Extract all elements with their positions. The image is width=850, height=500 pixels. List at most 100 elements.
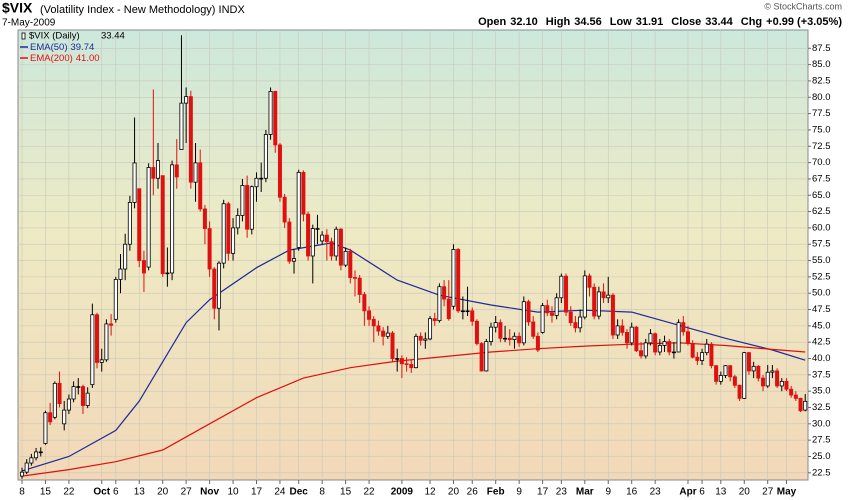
candle-body xyxy=(564,275,569,313)
candle-body xyxy=(287,221,292,262)
candle-body xyxy=(315,228,320,230)
candle-body xyxy=(634,326,639,352)
candle-body xyxy=(723,365,728,376)
x-tick-label: Mar xyxy=(576,487,594,498)
candle-body xyxy=(474,320,479,344)
candle-body xyxy=(770,370,775,373)
candle-body xyxy=(503,337,508,340)
y-tick-label: 50.0 xyxy=(812,288,831,299)
candle-body xyxy=(76,386,81,388)
candle-body xyxy=(113,279,118,320)
y-tick-label: 30.0 xyxy=(812,418,831,429)
candle-body xyxy=(57,382,62,404)
candle-body xyxy=(793,394,798,399)
candle-body xyxy=(207,228,212,270)
legend-label: EMA(200) 41.00 xyxy=(30,53,100,64)
candle-body xyxy=(625,331,630,344)
legend-swatch xyxy=(21,32,26,40)
candle-body xyxy=(610,294,615,336)
candle-body xyxy=(240,185,245,216)
legend-value: 41.00 xyxy=(76,53,100,64)
candle-body xyxy=(160,175,165,275)
candle-body xyxy=(493,322,498,328)
candle-body xyxy=(620,325,625,333)
candle-body xyxy=(193,162,198,183)
y-tick-label: 37.5 xyxy=(812,369,831,380)
candle-body xyxy=(488,326,493,342)
candle-body xyxy=(737,384,742,399)
candle-body xyxy=(428,318,433,340)
candle-body xyxy=(385,332,390,337)
candle-body xyxy=(507,337,512,340)
candle-body xyxy=(465,310,470,313)
candle-body xyxy=(756,365,761,379)
candle-body xyxy=(334,228,339,257)
candle-body xyxy=(170,164,175,274)
candle-body xyxy=(676,322,681,353)
candle-body xyxy=(789,388,794,396)
candle-body xyxy=(66,398,71,411)
candle-body xyxy=(399,358,404,365)
candle-body xyxy=(460,310,465,313)
legend-label: EMA(50) 39.74 xyxy=(30,42,94,53)
candle-body xyxy=(301,171,306,215)
candle-body xyxy=(629,326,634,344)
x-tick-label: Feb xyxy=(487,487,505,498)
candle-body xyxy=(653,333,658,353)
candle-body xyxy=(526,301,531,323)
candle-body xyxy=(376,325,381,332)
quote-value: 31.91 xyxy=(636,16,664,28)
candle-body xyxy=(34,451,39,459)
quote-label: Low xyxy=(610,16,632,28)
candle-body xyxy=(484,341,489,372)
candle-body xyxy=(578,316,583,329)
candle-body xyxy=(554,297,559,316)
x-tick-label: 23 xyxy=(556,487,568,498)
candle-body xyxy=(761,377,766,387)
candle-body xyxy=(320,234,325,242)
candle-body xyxy=(245,185,250,230)
y-tick-label: 35.0 xyxy=(812,386,831,397)
candle-body xyxy=(498,322,503,339)
candle-body xyxy=(352,277,357,279)
candle-body xyxy=(596,291,601,317)
candle-body xyxy=(418,335,423,341)
y-tick-label: 27.5 xyxy=(812,435,831,446)
legend-label: $VIX (Daily) xyxy=(29,31,80,42)
candle-body xyxy=(765,371,770,387)
x-tick-label: 9 xyxy=(516,487,522,498)
candle-body xyxy=(62,409,67,425)
candle-body xyxy=(137,188,142,261)
candle-body xyxy=(545,305,550,314)
candle-body xyxy=(573,322,578,329)
candle-body xyxy=(690,343,695,358)
candle-body xyxy=(643,342,648,357)
candle-body xyxy=(371,318,376,327)
candle-body xyxy=(249,186,254,230)
candle-body xyxy=(432,318,437,322)
legend-name: EMA(50) xyxy=(30,42,67,53)
y-tick-label: 25.0 xyxy=(812,451,831,462)
candle-body xyxy=(531,321,536,337)
y-tick-label: 42.5 xyxy=(812,337,831,348)
candle-body xyxy=(109,323,114,326)
candle-body xyxy=(90,314,95,386)
quote-value: 34.56 xyxy=(574,16,602,28)
candle-body xyxy=(254,177,259,188)
candle-body xyxy=(188,96,193,183)
candle-body xyxy=(639,350,644,357)
candle-body xyxy=(118,268,123,280)
x-tick-label: 15 xyxy=(40,487,52,498)
candle-body xyxy=(52,382,57,418)
candle-body xyxy=(404,363,409,365)
date: 7-May-2009 xyxy=(2,18,56,29)
candle-body xyxy=(798,397,803,412)
y-tick-label: 87.5 xyxy=(812,43,831,54)
quote-label: High xyxy=(546,16,571,28)
candle-body xyxy=(263,134,268,179)
candle-body xyxy=(277,144,282,198)
x-tick-label: 23 xyxy=(650,487,662,498)
candle-body xyxy=(99,359,104,363)
candle-body xyxy=(324,234,329,243)
